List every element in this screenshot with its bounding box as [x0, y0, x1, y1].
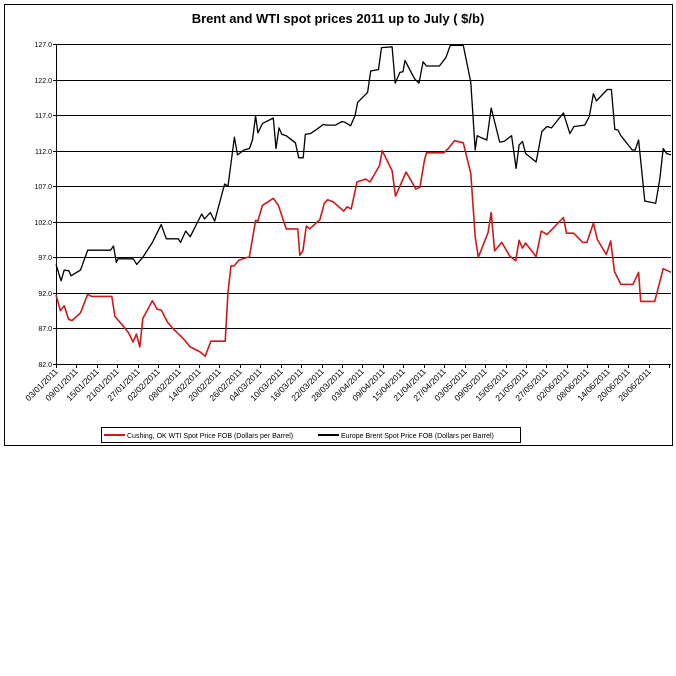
- y-tick-label: 127.0: [34, 42, 52, 49]
- series-line-brent: [55, 44, 672, 282]
- legend-label-brent: Europe Brent Spot Price FOB (Dollars per…: [341, 433, 494, 440]
- y-tick-label: 82.0: [38, 362, 52, 369]
- chart-frame: [4, 4, 673, 446]
- legend-box: [101, 427, 521, 443]
- series-lines: [55, 44, 672, 358]
- chart-title: Brent and WTI spot prices 2011 up to Jul…: [192, 11, 485, 26]
- y-tick-label: 122.0: [34, 78, 52, 85]
- legend: Cushing, OK WTI Spot Price FOB (Dollars …: [101, 427, 521, 443]
- y-axis-ticks: 127.0 122.0 117.0 112.0 107.0 102.0 97.0 92.0 87…: [34, 42, 57, 369]
- y-tick-label: 117.0: [35, 113, 52, 120]
- y-tick-label: 97.0: [38, 255, 52, 262]
- y-tick-label: 112.0: [35, 149, 52, 156]
- series-line-wti: [55, 139, 672, 358]
- y-tick-label: 102.0: [34, 220, 52, 227]
- y-tick-label: 92.0: [38, 291, 52, 298]
- y-tick-label: 87.0: [38, 326, 52, 333]
- legend-label-wti: Cushing, OK WTI Spot Price FOB (Dollars …: [127, 433, 293, 440]
- y-tick-label: 107.0: [34, 184, 52, 191]
